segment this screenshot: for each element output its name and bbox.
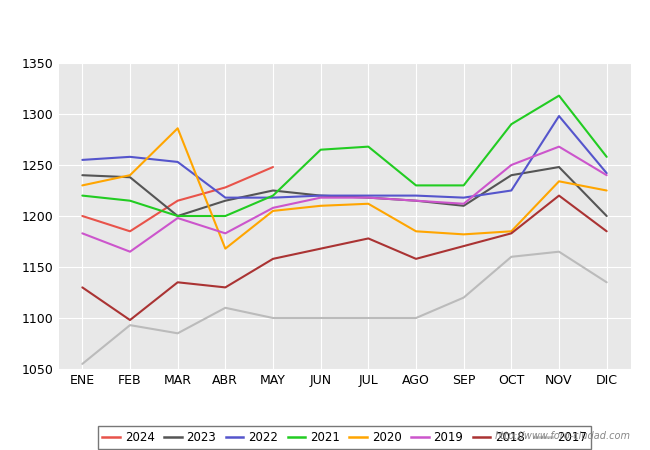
Legend: 2024, 2023, 2022, 2021, 2020, 2019, 2018, 2017: 2024, 2023, 2022, 2021, 2020, 2019, 2018… <box>98 426 592 449</box>
Text: http://www.foro-ciudad.com: http://www.foro-ciudad.com <box>495 431 630 441</box>
Text: Afiliados en Alhama de Almería a 31/5/2024: Afiliados en Alhama de Almería a 31/5/20… <box>126 18 524 36</box>
